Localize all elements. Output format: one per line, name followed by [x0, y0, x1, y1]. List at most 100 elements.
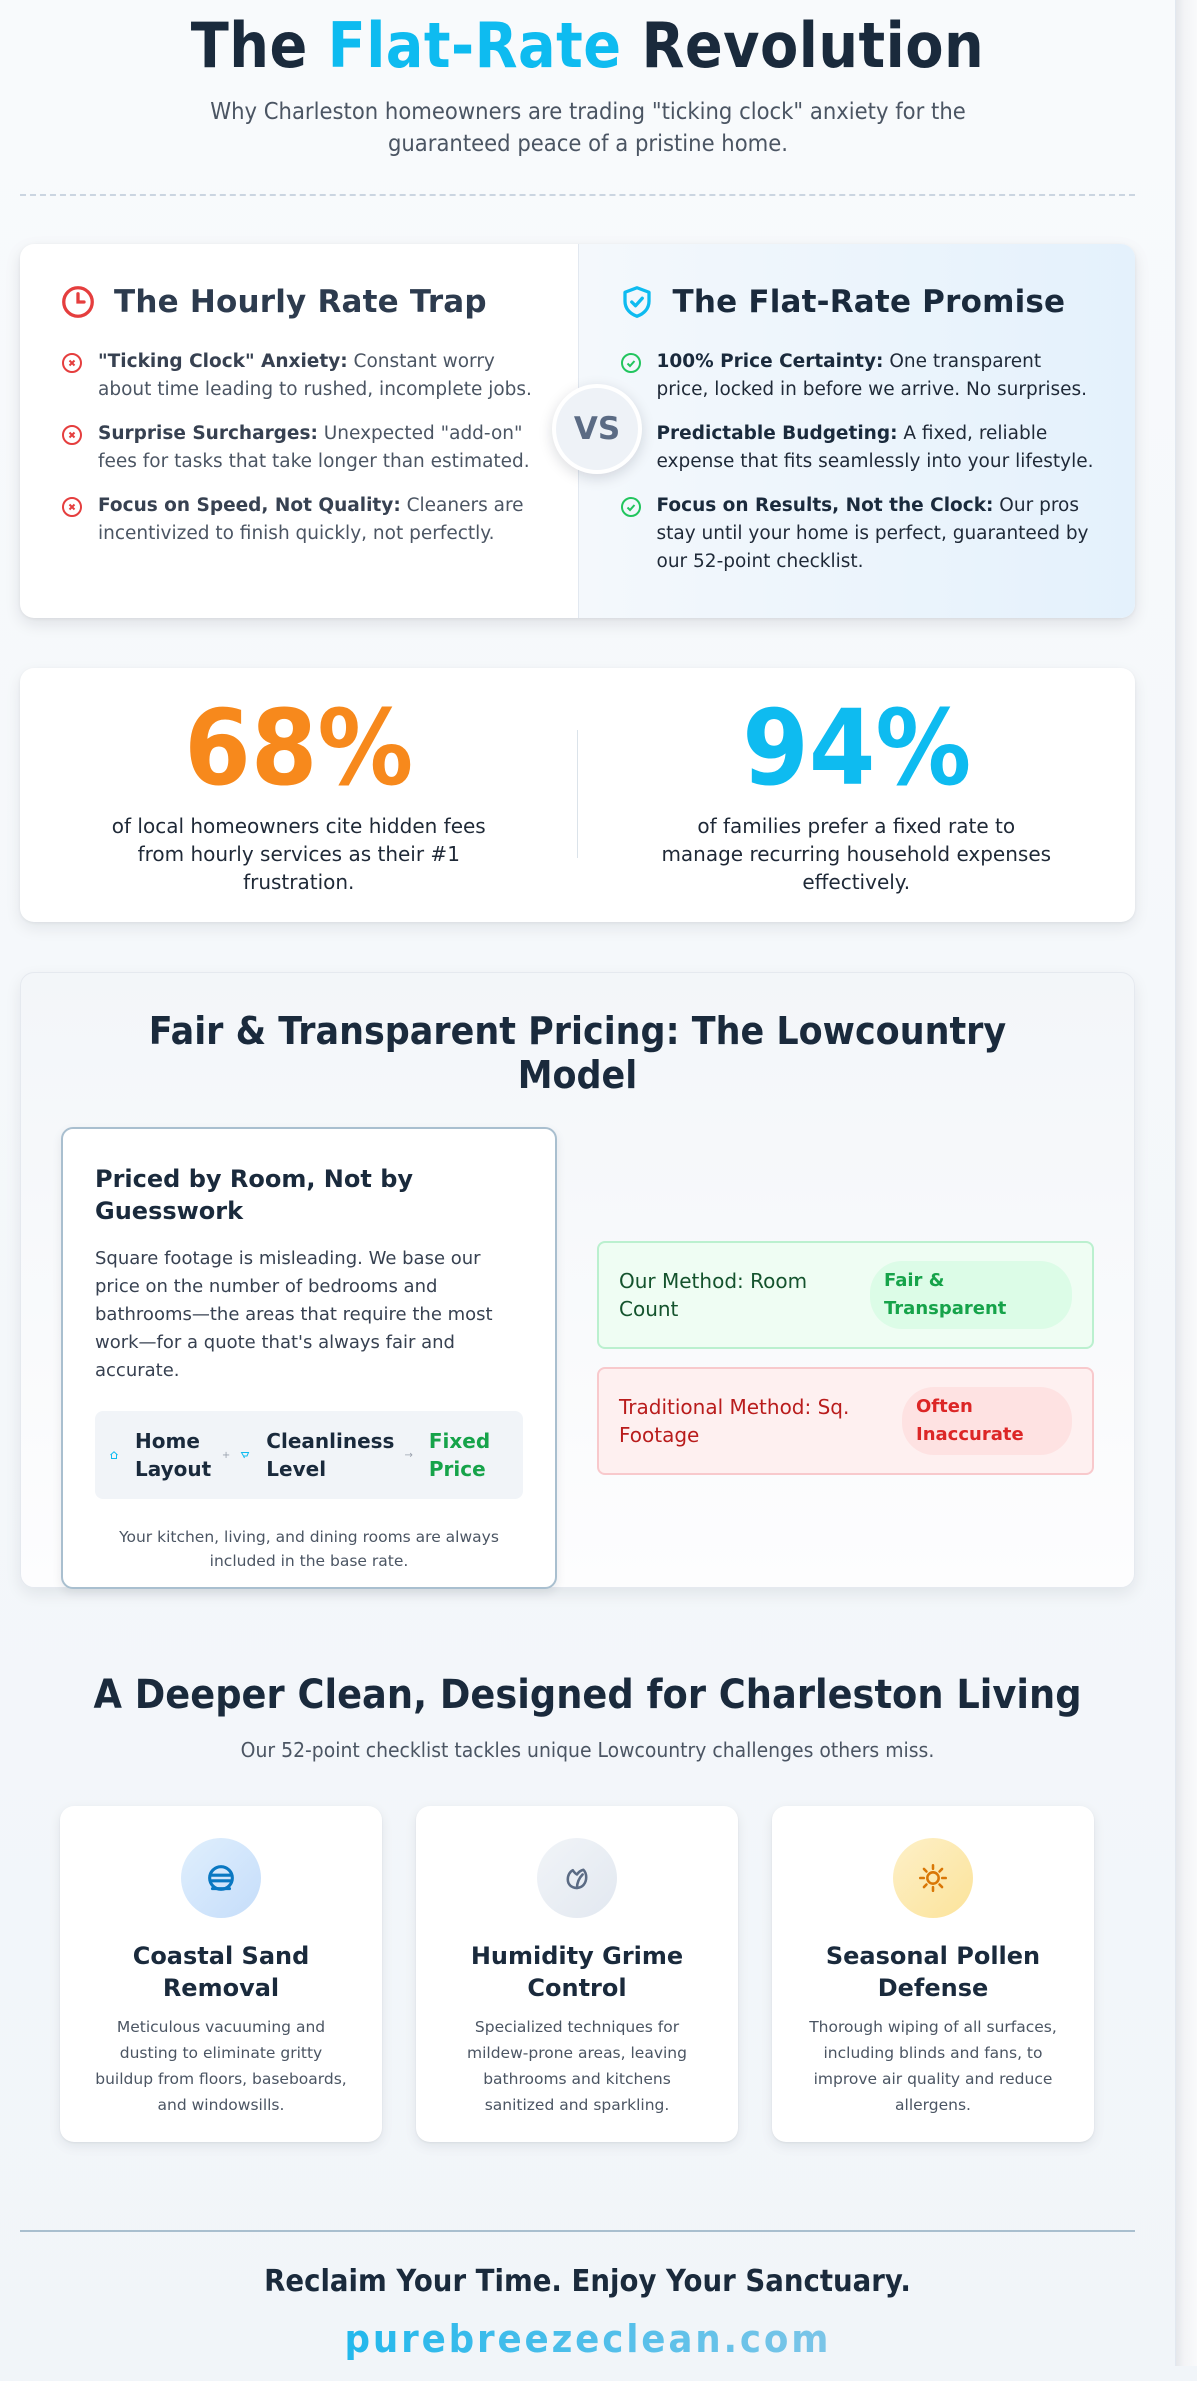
sparkle-icon: [240, 1452, 250, 1459]
footer-tagline: Reclaim Your Time. Enjoy Your Sanctuary.: [264, 2264, 911, 2299]
x-circle-icon: [62, 425, 82, 445]
stat-fixed-rate: 94% of families prefer a fixed rate to m…: [578, 694, 1136, 896]
hero-header: The Flat-Rate Revolution Why Charleston …: [20, 0, 1155, 196]
hourly-rate-header: The Hourly Rate Trap: [60, 284, 538, 320]
flat-rate-list: 100% Price Certainty: One transparent pr…: [619, 348, 1096, 576]
method-square-footage: Traditional Method: Sq. Footage Often In…: [597, 1367, 1094, 1475]
divider: [577, 730, 578, 858]
stats-card: 68% of local homeowners cite hidden fees…: [20, 668, 1135, 922]
hourly-rate-title: The Hourly Rate Trap: [114, 284, 487, 320]
feature-icon-wrap: [537, 1838, 617, 1918]
item-body: Our pros stay until your home is perfect…: [656, 495, 1089, 572]
clock-icon: [62, 286, 94, 318]
leaf-icon: [566, 1868, 588, 1890]
title-part: Revolution: [621, 9, 985, 82]
footer: Reclaim Your Time. Enjoy Your Sanctuary.…: [20, 2232, 1155, 2361]
hourly-rate-list: "Ticking Clock" Anxiety: Constant worry …: [60, 348, 538, 548]
feature-card-sand: Coastal Sand Removal Meticulous vacuumin…: [60, 1806, 382, 2142]
method-room-count: Our Method: Room Count Fair & Transparen…: [597, 1241, 1094, 1349]
comparison-card: The Hourly Rate Trap "Ticking Clock" Anx…: [20, 244, 1135, 618]
item-heading: "Ticking Clock" Anxiety:: [98, 351, 348, 372]
flat-rate-header: The Flat-Rate Promise: [619, 284, 1096, 320]
list-item-text: Focus on Results, Not the Clock: Our pro…: [657, 492, 1096, 576]
page-title: The Flat-Rate Revolution: [77, 10, 1099, 82]
room-pricing-card: Priced by Room, Not by Guesswork Square …: [61, 1127, 557, 1589]
features-subtitle: Our 52-point checklist tackles unique Lo…: [240, 1738, 935, 1762]
list-item-text: Focus on Speed, Not Quality: Cleaners ar…: [98, 492, 538, 548]
flat-rate-title: The Flat-Rate Promise: [672, 284, 1066, 320]
formula-term-home-layout: Home Layout: [135, 1429, 212, 1481]
item-body: Unexpected "add-on" fees for tasks that …: [98, 423, 530, 472]
scrollbar[interactable]: [1175, 0, 1197, 2366]
flat-rate-column: The Flat-Rate Promise 100% Price Certain…: [577, 244, 1135, 618]
feature-cards: Coastal Sand Removal Meticulous vacuumin…: [60, 1806, 1095, 2142]
sun-icon: [918, 1863, 948, 1893]
status-badge: Often Inaccurate: [902, 1387, 1072, 1455]
vacuum-icon: [208, 1865, 234, 1891]
pricing-body: Priced by Room, Not by Guesswork Square …: [61, 1127, 1094, 1589]
item-heading: Surprise Surcharges:: [98, 423, 318, 444]
item-heading: 100% Price Certainty:: [656, 351, 884, 372]
status-badge: Fair & Transparent: [870, 1261, 1072, 1329]
check-circle-icon: [620, 353, 641, 373]
formula-term-cleanliness: Cleanliness Level: [266, 1429, 395, 1481]
check-circle-icon: [620, 497, 641, 517]
home-icon: [110, 1451, 118, 1459]
x-circle-icon: [62, 497, 82, 517]
title-accent: Flat-Rate: [327, 9, 622, 82]
shield-check-icon: [622, 286, 651, 318]
page-subtitle: Why Charleston homeowners are trading "t…: [209, 99, 966, 157]
x-circle-icon: [62, 353, 82, 373]
item-body: A fixed, reliable expense that fits seam…: [656, 423, 1094, 472]
features-title: A Deeper Clean, Designed for Charleston …: [93, 1672, 1082, 1718]
feature-title: Humidity Grime Control: [470, 1942, 684, 2002]
stat-description: of local homeowners cite hidden fees fro…: [111, 814, 486, 894]
room-card-title: Priced by Room, Not by Guesswork: [95, 1165, 414, 1225]
method-comparison: Our Method: Room Count Fair & Transparen…: [597, 1241, 1094, 1475]
feature-description: Specialized techniques for mildew-prone …: [467, 2018, 687, 2114]
list-item-text: Surprise Surcharges: Unexpected "add-on"…: [98, 420, 538, 476]
pricing-formula: Home Layout + Cleanliness Level → Fixed …: [95, 1411, 523, 1499]
list-item: Focus on Results, Not the Clock: Our pro…: [619, 492, 1096, 576]
list-item-text: 100% Price Certainty: One transparent pr…: [657, 348, 1096, 404]
feature-description: Thorough wiping of all surfaces, includi…: [809, 2018, 1057, 2114]
method-label: Our Method: Room Count: [619, 1269, 808, 1321]
hourly-rate-column: The Hourly Rate Trap "Ticking Clock" Anx…: [20, 244, 578, 618]
feature-description: Meticulous vacuuming and dusting to elim…: [95, 2018, 347, 2114]
website-link[interactable]: purebreezeclean.com: [344, 2317, 831, 2361]
item-body: Constant worry about time leading to rus…: [98, 351, 532, 400]
room-card-description: Square footage is misleading. We base ou…: [95, 1248, 493, 1381]
vs-badge: VS: [552, 384, 642, 474]
pricing-section: Fair & Transparent Pricing: The Lowcount…: [20, 972, 1135, 1589]
pricing-title: Fair & Transparent Pricing: The Lowcount…: [148, 1009, 1007, 1097]
list-item: Focus on Speed, Not Quality: Cleaners ar…: [60, 492, 538, 548]
footer-divider: [20, 2230, 1135, 2232]
item-body: One transparent price, locked in before …: [656, 351, 1088, 400]
title-part: The: [190, 9, 328, 82]
stat-description: of families prefer a fixed rate to manag…: [661, 814, 1052, 894]
stat-value: 68%: [184, 687, 414, 809]
list-item-text: "Ticking Clock" Anxiety: Constant worry …: [98, 348, 538, 404]
item-heading: Focus on Results, Not the Clock:: [656, 495, 994, 516]
divider: [20, 194, 1135, 196]
stat-hidden-fees: 68% of local homeowners cite hidden fees…: [20, 694, 578, 896]
feature-title: Seasonal Pollen Defense: [825, 1942, 1041, 2002]
item-body: Cleaners are incentivized to finish quic…: [98, 495, 524, 544]
feature-icon-wrap: [181, 1838, 261, 1918]
list-item-text: Predictable Budgeting: A fixed, reliable…: [657, 420, 1096, 476]
list-item: Surprise Surcharges: Unexpected "add-on"…: [60, 420, 538, 476]
formula-result-fixed-price: Fixed Price: [428, 1429, 491, 1481]
feature-card-pollen: Seasonal Pollen Defense Thorough wiping …: [772, 1806, 1094, 2142]
feature-icon-wrap: [893, 1838, 973, 1918]
plus-icon: +: [221, 1449, 231, 1461]
features-section: A Deeper Clean, Designed for Charleston …: [20, 1672, 1155, 2142]
method-label: Traditional Method: Sq. Footage: [619, 1395, 850, 1447]
arrow-right-icon: →: [404, 1449, 413, 1461]
list-item: Predictable Budgeting: A fixed, reliable…: [619, 420, 1096, 476]
item-heading: Predictable Budgeting:: [656, 423, 898, 444]
feature-title: Coastal Sand Removal: [132, 1942, 310, 2002]
feature-card-humidity: Humidity Grime Control Specialized techn…: [416, 1806, 738, 2142]
list-item: "Ticking Clock" Anxiety: Constant worry …: [60, 348, 538, 404]
stat-value: 94%: [741, 687, 971, 809]
